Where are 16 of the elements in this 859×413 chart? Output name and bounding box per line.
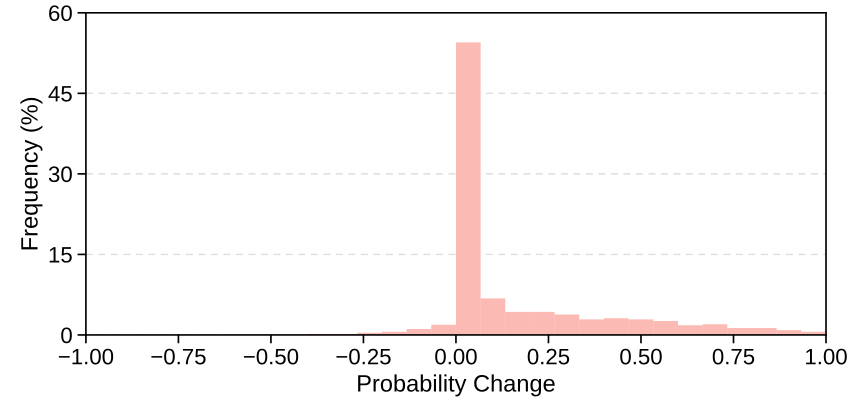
y-tick-label: 60 [49,5,72,22]
y-tick-label: 0 [61,327,72,344]
x-tick-label: −1.00 [58,348,114,364]
x-axis-title: Probability Change [358,374,555,396]
x-tick-label: 0.50 [620,348,662,364]
y-axis-title: Frequency (%) [20,98,42,250]
x-tick-label: 0.00 [435,348,477,364]
x-tick-label: −0.50 [244,348,298,364]
y-tick-label: 30 [48,166,72,182]
x-tick-label: −0.25 [336,348,391,364]
y-tick-label: 45 [48,86,72,102]
y-tick-label: 15 [50,247,72,263]
x-tick-label: 1.00 [806,348,847,364]
x-tick-label: −0.75 [151,348,206,364]
x-tick-label: 0.25 [528,348,570,364]
x-tick-label: 0.75 [712,348,754,364]
